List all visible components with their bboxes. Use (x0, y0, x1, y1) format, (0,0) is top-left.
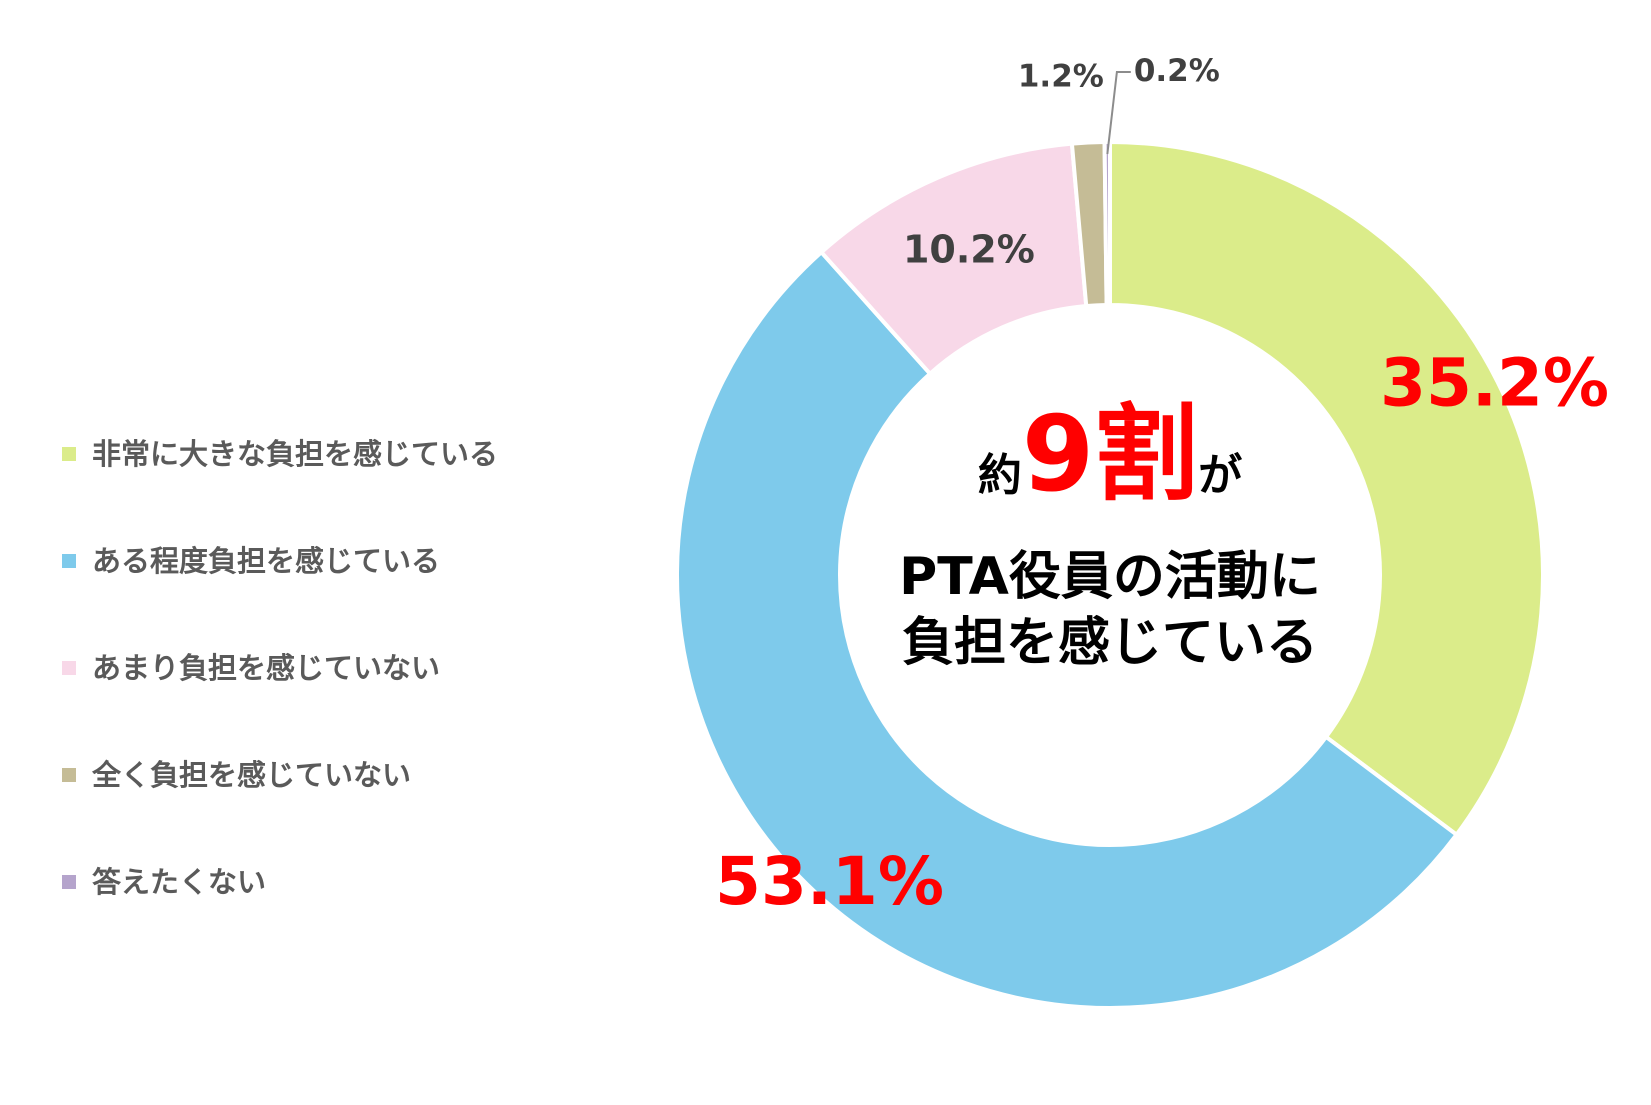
svg-text:約9割が: 約9割が (978, 393, 1242, 515)
legend-label: 全く負担を感じていない (92, 757, 412, 792)
value-label: 10.2% (903, 228, 1035, 272)
legend: 非常に大きな負担を感じている ある程度負担を感じている あまり負担を感じていない… (62, 398, 622, 933)
center-prefix: 約 (978, 450, 1022, 501)
center-annotation: 約9割が PTA役員の活動に 負担を感じている (899, 393, 1321, 673)
legend-item: 非常に大きな負担を感じている (62, 398, 622, 505)
legend-item: 答えたくない (62, 826, 622, 933)
legend-swatch (62, 553, 76, 568)
legend-swatch (62, 767, 76, 782)
donut-slices (674, 139, 1545, 1010)
center-line2: PTA役員の活動に (899, 547, 1321, 607)
legend-label: あまり負担を感じていない (92, 650, 441, 685)
value-label: 0.2% (1134, 53, 1220, 89)
legend-swatch (62, 874, 76, 889)
donut-slice (1102, 139, 1112, 308)
legend-label: 答えたくない (92, 864, 267, 899)
value-label: 35.2% (1380, 345, 1609, 422)
legend-label: ある程度負担を感じている (92, 543, 441, 578)
legend-item: あまり負担を感じていない (62, 612, 622, 719)
value-label: 1.2% (1018, 58, 1104, 94)
donut-slice (1108, 139, 1545, 838)
center-suffix: が (1198, 450, 1242, 501)
center-highlight: 9割 (1022, 393, 1198, 515)
center-line3: 負担を感じている (902, 613, 1318, 673)
legend-item: ある程度負担を感じている (62, 505, 622, 612)
donut-slice (674, 249, 1460, 1010)
legend-swatch (62, 446, 76, 461)
value-label: 53.1% (715, 843, 944, 920)
legend-swatch (62, 660, 76, 675)
leader-line (1106, 71, 1131, 155)
value-labels: 35.2% 53.1% 10.2% 1.2% 0.2% (715, 53, 1609, 920)
legend-label: 非常に大きな負担を感じている (92, 436, 499, 471)
legend-item: 全く負担を感じていない (62, 719, 622, 826)
